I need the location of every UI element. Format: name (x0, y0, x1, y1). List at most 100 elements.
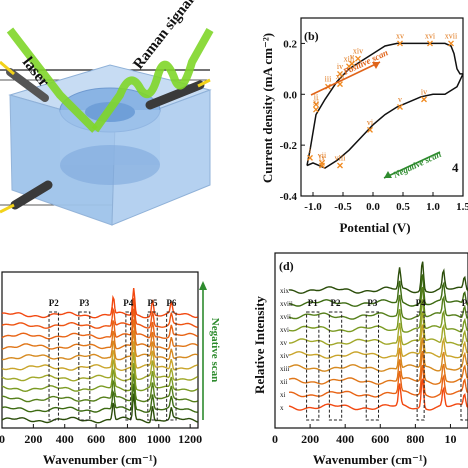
peak-label: P (462, 298, 468, 308)
raman-spectrum (2, 373, 198, 403)
raman-spectrum (288, 274, 468, 307)
raman-spectrum (288, 350, 468, 385)
cv-marker-label: vii (318, 151, 327, 160)
raman-spectrum (1, 362, 199, 393)
cv-marker-label: xiv (353, 47, 363, 56)
cv-marker-label: xvii (445, 31, 458, 40)
cv-marker: v (397, 95, 403, 110)
panel-d-x-ticks: 0 200 400 600 800 10 (272, 424, 456, 446)
peak-label: P5 (148, 298, 158, 308)
cv-marker-label: xvi (425, 31, 436, 40)
panel-c-spectra (1, 288, 199, 424)
cv-curve-positive (306, 42, 463, 166)
cv-marker: xiv (353, 47, 363, 62)
series-label: xiv (280, 352, 289, 360)
cv-marker: xvii (445, 31, 458, 47)
peak-region: P1 (306, 298, 320, 421)
negative-scan-arrow (383, 151, 441, 179)
cv-marker: iv (421, 87, 427, 103)
series-label: xi (280, 391, 286, 399)
cv-marker: i (307, 146, 313, 161)
peak-label: P3 (367, 298, 377, 308)
panel-c-scan-arrowhead (199, 281, 207, 290)
cv-marker-label: xi (313, 98, 320, 107)
raman-spectrum (289, 261, 468, 294)
x-tick-label: 800 (406, 432, 424, 446)
cv-marker: xv (396, 31, 404, 47)
x-tick-label: 1.0 (426, 201, 440, 213)
x-tick-label: -1.0 (304, 201, 322, 213)
x-tick-label: 200 (24, 432, 42, 446)
raman-spectrum (288, 286, 468, 320)
series-label: xii (280, 378, 287, 386)
electrode-left (0, 60, 49, 102)
x-tick-label: 800 (118, 432, 136, 446)
negative-scan-arrowhead (384, 171, 392, 178)
peak-region: P6 (166, 298, 177, 421)
raman-spectrum (1, 383, 198, 413)
cv-marker-label: xii (336, 72, 345, 81)
raman-spectrum (1, 330, 198, 361)
x-tick-label: 600 (87, 432, 105, 446)
peak-label: P4 (416, 298, 426, 308)
x-tick-label: 400 (56, 432, 74, 446)
panel-a-cell-illustration: laser Raman signals (0, 0, 214, 226)
peak-label: P1 (308, 298, 318, 308)
x-tick-label: 0.0 (366, 201, 380, 213)
peak-region: P3 (78, 298, 91, 421)
raman-spectrum (1, 319, 198, 350)
cv-marker: viii (335, 153, 346, 169)
x-tick-label: 1.5 (456, 201, 468, 213)
x-tick-label: 200 (301, 432, 319, 446)
cv-marker-label: iv (337, 62, 343, 71)
negative-scan-label: Negative scan (391, 149, 443, 180)
panel-b-side-label: 4 (452, 160, 459, 175)
y-tick-label: 0.0 (283, 89, 297, 101)
cv-marker: xi (313, 98, 320, 113)
series-label: xviii (280, 300, 293, 308)
y-tick-label: -0.4 (280, 191, 298, 203)
panel-d-frame (274, 252, 468, 429)
electrode-right (145, 78, 211, 110)
panel-b-curves (306, 42, 464, 169)
x-tick-label: 0 (0, 432, 5, 446)
x-tick-label: 0.5 (396, 201, 410, 213)
panel-b-y-axis-label: Current density (mA cm⁻²) (260, 33, 275, 183)
panel-d-raman-chart: (d) P1 P2 P3 P4 P xixxviiixviixvixvxivxiiixi… (252, 252, 468, 467)
raman-spectrum (1, 308, 198, 340)
peak-region: P2 (48, 298, 59, 421)
cv-marker-label: xiii (344, 54, 355, 63)
peak-region: P2 (328, 298, 343, 421)
panel-b-frame (300, 17, 464, 197)
y-tick-label: 0.2 (283, 38, 297, 50)
series-label: xiii (280, 365, 289, 373)
panel-b-cv-chart: (b) -0.4-0.20.00.2 -1.0 -0.5 0.0 0.5 1.0 1.5 … (260, 17, 468, 235)
x-tick-label: 600 (371, 432, 389, 446)
cv-marker-label: ii (314, 92, 319, 101)
positive-scan-arrow (310, 61, 381, 96)
cv-marker: iv (337, 62, 343, 77)
panel-b-x-axis-label: Potential (V) (339, 220, 410, 235)
peak-region: P5 (147, 298, 158, 421)
panel-d-y-axis-label: Relative Intensity (252, 296, 267, 394)
x-tick-label: 1200 (178, 432, 202, 446)
cv-marker-label: v (398, 95, 402, 104)
x-tick-label: 400 (336, 432, 354, 446)
panel-d-label: (d) (279, 259, 294, 273)
peak-label: P6 (166, 298, 176, 308)
cv-marker-label: i (309, 146, 312, 155)
panel-c-frame (1, 271, 199, 429)
panel-c-side-label: Negative scan (209, 318, 221, 382)
raman-spectrum (1, 393, 198, 424)
cv-marker-label: iv (421, 87, 427, 96)
cv-marker: vi (367, 118, 374, 133)
peak-label: P4 (123, 298, 133, 308)
raman-spectrum (1, 288, 198, 319)
series-label: xix (280, 287, 289, 295)
panel-c-x-ticks: 0 200 400 600 800 1000 1200 (0, 424, 202, 446)
cv-marker-label: iii (325, 75, 332, 84)
peak-region: P4 (123, 298, 134, 421)
